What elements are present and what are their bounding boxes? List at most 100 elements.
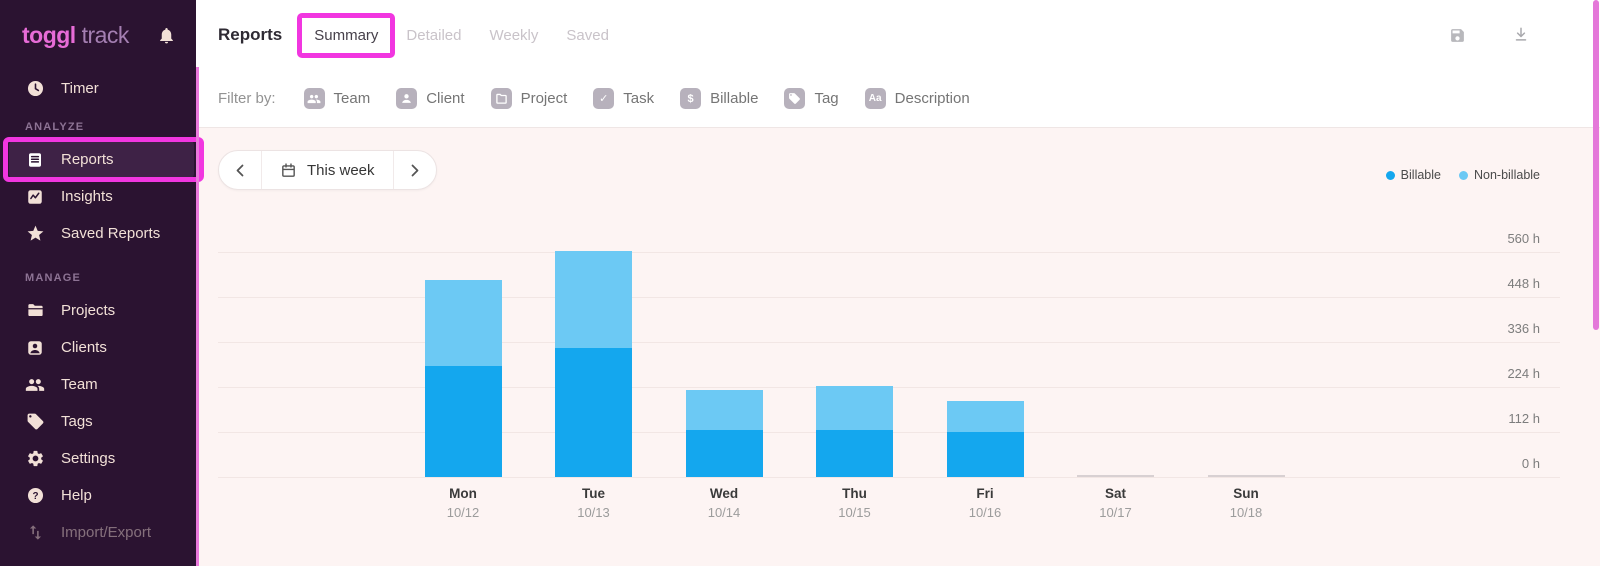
sidebar-item-timer[interactable]: Timer	[0, 70, 196, 107]
tab-summary[interactable]: Summary	[297, 12, 396, 58]
chart-legend: Billable Non-billable	[1385, 168, 1540, 182]
tab-weekly[interactable]: Weekly	[489, 26, 539, 44]
sidebar-item-settings[interactable]: Settings	[0, 440, 196, 477]
x-axis-label-thu: Thu 10/15	[807, 486, 903, 520]
bar-non-billable-tue[interactable]	[555, 251, 632, 349]
y-axis-label: 448 h	[1507, 276, 1540, 291]
date-label: 10/12	[446, 505, 480, 520]
chevron-right-icon	[411, 164, 418, 176]
person-badge-icon	[396, 88, 418, 109]
sidebar-item-import-export[interactable]: Import/Export	[0, 514, 196, 551]
x-axis-label-fri: Fri 10/16	[937, 486, 1033, 520]
filterbar: Filter by: Team Client Project	[196, 70, 1600, 128]
filter-by-label: Filter by:	[218, 90, 276, 107]
bar-non-billable-mon[interactable]	[424, 280, 502, 367]
tab-detailed[interactable]: Detailed	[406, 26, 462, 44]
day-label: Sun	[1233, 486, 1259, 501]
filter-chip-client[interactable]: Client	[396, 88, 465, 109]
topbar: Reports Summary Detailed Weekly Saved	[196, 0, 1600, 70]
bar-non-billable-fri[interactable]	[946, 401, 1024, 432]
filter-chip-billable[interactable]: $ Billable	[680, 88, 758, 109]
svg-text:?: ?	[32, 491, 38, 502]
x-axis-label-mon: Mon 10/12	[415, 486, 511, 520]
day-label: Mon	[449, 486, 477, 501]
date-range-picker: This week	[218, 150, 437, 190]
bar-billable-tue[interactable]	[555, 348, 632, 477]
chart-section: This week Billable Non-billable 0 h 112 h…	[196, 128, 1600, 566]
sidebar-item-team[interactable]: Team	[0, 366, 196, 403]
date-label: 10/17	[1099, 505, 1132, 520]
people-icon	[25, 375, 45, 395]
sidebar-item-label: Settings	[61, 450, 116, 467]
sidebar-item-reports[interactable]: Reports	[3, 137, 204, 182]
tab-saved[interactable]: Saved	[566, 26, 609, 44]
sidebar-item-tags[interactable]: Tags	[0, 403, 196, 440]
filter-chip-description[interactable]: Aa Description	[864, 88, 970, 109]
chart-plot: 0 h 112 h 224 h 336 h 448 h 560 h Mon 10/12 Tue 1…	[196, 128, 1600, 566]
insights-chart-icon	[25, 187, 45, 207]
filter-chip-project[interactable]: Project	[490, 88, 567, 109]
gridline-448	[218, 297, 1560, 298]
sidebar-item-label: Import/Export	[61, 524, 152, 541]
logo-track: track	[81, 21, 130, 48]
bar-non-billable-wed[interactable]	[685, 389, 763, 430]
notifications-bell-icon[interactable]	[157, 26, 176, 45]
sidebar-item-help[interactable]: ? Help	[0, 477, 196, 514]
filter-chip-tag[interactable]: Tag	[784, 88, 839, 109]
bar-billable-wed[interactable]	[685, 429, 763, 477]
save-icon[interactable]	[1449, 27, 1466, 44]
sidebar-item-saved-reports[interactable]: Saved Reports	[0, 215, 196, 252]
report-tabs: Summary Detailed Weekly Saved	[297, 12, 609, 58]
next-week-button[interactable]	[394, 151, 436, 189]
bar-billable-mon[interactable]	[424, 366, 502, 477]
sidebar: toggl track Timer ANALYZE Reports Insigh…	[0, 0, 204, 566]
folder-icon	[25, 301, 45, 321]
bar-billable-thu[interactable]	[816, 429, 893, 477]
day-label: Fri	[976, 486, 994, 501]
filter-chip-task[interactable]: ✓ Task	[593, 88, 654, 109]
date-label: 10/13	[577, 505, 610, 520]
gear-icon	[25, 449, 45, 469]
non-billable-dot-icon	[1458, 170, 1468, 180]
sidebar-item-projects[interactable]: Projects	[0, 292, 196, 329]
toggl-track-logo: toggl track	[22, 22, 129, 49]
tag-badge-icon	[784, 88, 806, 109]
sidebar-item-clients[interactable]: Clients	[0, 329, 196, 366]
sidebar-item-label: Help	[61, 487, 92, 504]
sidebar-section-manage: MANAGE	[25, 272, 82, 284]
date-range-label: This week	[307, 161, 375, 179]
x-axis-label-sat: Sat 10/17	[1068, 486, 1164, 520]
legend-non-billable[interactable]: Non-billable	[1458, 168, 1540, 182]
day-label: Wed	[709, 486, 739, 501]
client-card-icon	[25, 338, 45, 358]
text-badge-icon: Aa	[864, 88, 886, 109]
reports-doc-icon	[25, 150, 45, 170]
sidebar-header: toggl track	[0, 0, 196, 70]
import-export-icon	[25, 523, 45, 543]
date-label: 10/15	[838, 505, 871, 520]
sidebar-item-label: Projects	[61, 302, 116, 319]
filter-chip-team[interactable]: Team	[303, 88, 370, 109]
bar-billable-fri[interactable]	[946, 432, 1024, 477]
sidebar-item-label: Reports	[61, 151, 114, 168]
legend-billable[interactable]: Billable	[1385, 168, 1441, 182]
gridline-0	[218, 477, 1560, 478]
annotation-strip-right	[1593, 0, 1599, 330]
star-icon	[25, 224, 45, 244]
date-label: 10/14	[707, 505, 741, 520]
topbar-icons	[1449, 26, 1530, 44]
sidebar-item-insights[interactable]: Insights	[0, 178, 196, 215]
day-label: Sat	[1104, 486, 1126, 501]
x-axis-label-sun: Sun 10/18	[1198, 486, 1294, 520]
date-range-button[interactable]: This week	[261, 151, 394, 189]
dollar-badge-icon: $	[680, 88, 702, 109]
main-content: Reports Summary Detailed Weekly Saved	[196, 0, 1600, 566]
prev-week-button[interactable]	[219, 151, 261, 189]
download-icon[interactable]	[1512, 26, 1530, 44]
sidebar-item-label: Team	[61, 376, 98, 393]
sidebar-item-label: Tags	[61, 413, 93, 430]
annotation-strip-left	[196, 67, 199, 566]
page-title: Reports	[218, 25, 283, 44]
day-label: Tue	[582, 486, 605, 501]
bar-non-billable-thu[interactable]	[816, 385, 893, 430]
